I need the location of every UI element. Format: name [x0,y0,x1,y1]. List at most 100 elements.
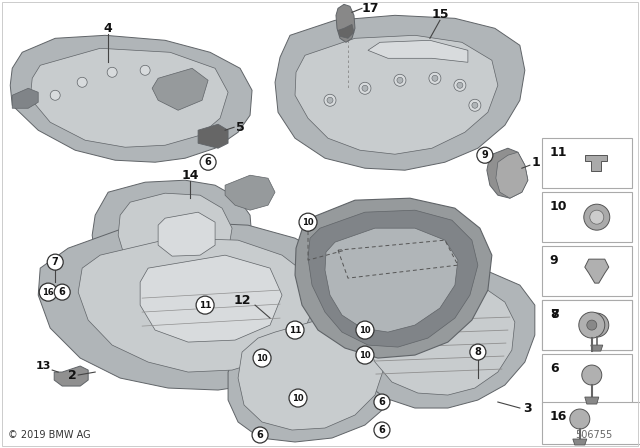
Circle shape [107,67,117,78]
Circle shape [590,210,604,224]
Text: 10: 10 [359,351,371,360]
Bar [542,246,632,296]
Circle shape [394,74,406,86]
Polygon shape [295,198,492,358]
Polygon shape [152,68,208,110]
Text: 11: 11 [550,146,567,159]
Bar [542,192,632,242]
Bar [542,354,632,404]
Polygon shape [12,88,38,108]
Text: 6: 6 [59,287,65,297]
Text: 11: 11 [199,301,211,310]
Text: 15: 15 [431,8,449,21]
Text: 3: 3 [524,401,532,414]
Bar [542,138,632,188]
Circle shape [327,97,333,103]
Text: 16: 16 [550,410,567,423]
Circle shape [324,94,336,106]
Polygon shape [585,155,607,171]
Text: 9: 9 [550,254,559,267]
Circle shape [582,365,602,385]
Polygon shape [78,238,315,372]
Text: 8: 8 [474,347,481,357]
Polygon shape [225,175,275,210]
Polygon shape [591,345,603,351]
Circle shape [374,394,390,410]
Circle shape [253,349,271,367]
Circle shape [356,346,374,364]
Circle shape [200,154,216,170]
Bar [542,300,632,350]
Text: 14: 14 [181,169,199,182]
Circle shape [39,283,57,301]
Circle shape [472,102,478,108]
Polygon shape [345,268,535,408]
Circle shape [289,389,307,407]
Polygon shape [336,4,355,42]
Circle shape [457,82,463,88]
Polygon shape [30,48,228,147]
Text: 5: 5 [236,121,244,134]
Text: 16: 16 [42,288,54,297]
Circle shape [570,409,590,429]
Circle shape [77,78,87,87]
Text: 6: 6 [205,157,211,167]
Polygon shape [140,255,282,342]
Circle shape [252,427,268,443]
Polygon shape [308,210,478,347]
Text: 2: 2 [68,369,77,382]
Circle shape [469,99,481,111]
Circle shape [584,204,610,230]
Circle shape [397,78,403,83]
Circle shape [585,313,609,337]
Circle shape [429,72,441,84]
Polygon shape [10,35,252,162]
Polygon shape [275,15,525,170]
Circle shape [356,321,374,339]
Polygon shape [118,193,232,278]
Polygon shape [228,305,402,442]
Circle shape [54,284,70,300]
Text: 6: 6 [257,430,264,440]
Polygon shape [368,40,468,62]
Polygon shape [158,212,215,256]
Polygon shape [573,439,587,445]
Circle shape [432,75,438,81]
Polygon shape [92,180,252,295]
Circle shape [454,79,466,91]
Text: 7: 7 [52,257,59,267]
Polygon shape [487,148,528,198]
Text: 4: 4 [104,22,113,35]
Circle shape [470,344,486,360]
Bar [542,402,640,444]
Text: 8: 8 [550,308,559,321]
Polygon shape [585,259,609,283]
Text: 10: 10 [256,353,268,362]
Circle shape [299,213,317,231]
Polygon shape [585,397,599,404]
Text: 7: 7 [550,308,559,321]
Text: 12: 12 [234,293,251,306]
Text: 10: 10 [302,218,314,227]
Text: 17: 17 [361,2,379,15]
Text: 10: 10 [292,393,304,403]
Circle shape [286,321,304,339]
Polygon shape [365,280,515,395]
Polygon shape [325,228,458,332]
Text: 6: 6 [379,397,385,407]
Polygon shape [496,152,528,198]
Text: 6: 6 [550,362,559,375]
Polygon shape [198,124,228,148]
Polygon shape [295,35,498,154]
Circle shape [140,65,150,75]
Text: 13: 13 [36,361,51,371]
Circle shape [196,296,214,314]
Circle shape [477,147,493,163]
Text: 9: 9 [481,150,488,160]
Circle shape [374,422,390,438]
Text: 11: 11 [289,326,301,335]
Circle shape [359,82,371,94]
Text: 1: 1 [531,156,540,169]
Polygon shape [338,24,354,39]
Circle shape [50,90,60,100]
